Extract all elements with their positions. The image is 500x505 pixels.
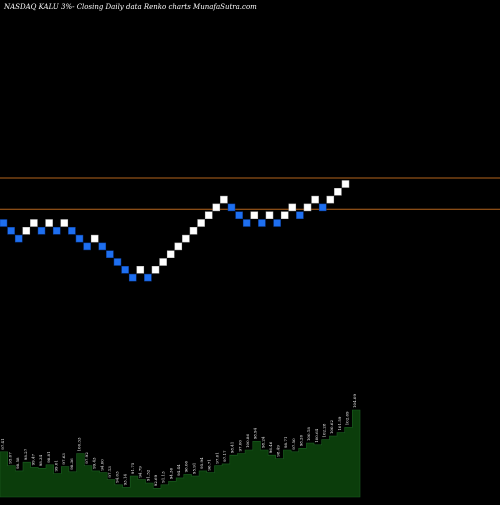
volume-label: 94.79 (138, 466, 143, 478)
volume-area (0, 409, 361, 498)
down-brick (128, 273, 137, 282)
down-brick (75, 234, 84, 243)
up-brick (189, 227, 198, 235)
volume-label: 98.20 (299, 434, 304, 446)
down-brick (242, 219, 251, 227)
volume-label: 100.18 (306, 427, 311, 441)
volume-label: 97.63 (61, 453, 66, 465)
volume-label: 97.61 (214, 452, 219, 463)
volume-label: 95.07 (8, 452, 13, 464)
down-brick (258, 219, 266, 227)
up-brick (220, 195, 228, 204)
volume-label: 99.01 (53, 460, 58, 471)
down-brick (37, 227, 46, 235)
volume-label: 94.36 (168, 467, 173, 479)
down-brick (7, 227, 15, 235)
volume-label: 98.41 (230, 442, 235, 453)
up-brick (174, 242, 183, 251)
volume-label: 101.59 (337, 416, 342, 430)
volume-label: 92.69 (153, 474, 158, 486)
up-brick (136, 266, 145, 274)
volume-label: 94.03 (115, 471, 120, 483)
volume-label: 97.92 (84, 452, 89, 464)
volume-label: 104.09 (352, 394, 357, 408)
volume-label: 97.17 (222, 450, 227, 462)
down-brick (273, 219, 281, 227)
volume-label: 95.91 (191, 463, 196, 474)
down-brick (318, 203, 327, 212)
up-brick (90, 234, 99, 243)
up-brick (159, 258, 167, 266)
volume-label: 102.69 (345, 411, 350, 425)
volume-label: 100.62 (329, 420, 334, 434)
up-brick (22, 227, 31, 235)
up-brick (45, 219, 53, 227)
up-brick (326, 195, 335, 204)
volume-label: 98.27 (23, 448, 28, 460)
up-brick (212, 203, 221, 212)
down-brick (113, 258, 122, 266)
volume-label: 100.33 (76, 437, 81, 451)
up-brick (341, 180, 350, 188)
up-brick (250, 211, 259, 219)
volume-label: 97.41 (0, 438, 5, 449)
volume-label: 91.13 (161, 471, 166, 483)
volume-label: 99.43 (92, 457, 97, 469)
down-brick (14, 234, 23, 243)
up-brick (30, 219, 38, 227)
volume-label: 91.75 (130, 462, 135, 474)
volume-label: 98.81 (46, 451, 51, 462)
volume-label: 96.46 (268, 441, 273, 453)
volume-label: 98.58 (15, 457, 20, 469)
volume-label: 100.64 (314, 428, 319, 442)
volume-label: 96.71 (207, 459, 212, 470)
down-brick (0, 219, 8, 227)
up-brick (182, 234, 190, 243)
volume-label: 98.71 (283, 437, 288, 448)
volume-label: 100.86 (245, 434, 250, 448)
volume-label: 98.24 (260, 436, 265, 448)
volume-label: 97.00 (237, 440, 242, 452)
volume-label: 99.47 (31, 453, 36, 465)
down-brick (144, 273, 152, 282)
down-brick (296, 211, 304, 219)
volume-label: 93.14 (122, 473, 127, 485)
volume-label: 102.28 (322, 423, 327, 437)
down-brick (235, 211, 243, 219)
up-brick (311, 195, 319, 204)
volume-label: 97.13 (107, 466, 112, 478)
volume-label: 98.34 (38, 454, 43, 466)
volume-label: 95.94 (199, 457, 204, 469)
down-brick (83, 242, 91, 251)
chart-title: NASDAQ KALU 3%- Closing Daily data Renko… (4, 3, 257, 11)
down-brick (98, 242, 107, 251)
up-brick (197, 219, 205, 227)
up-brick (204, 211, 213, 219)
up-brick (166, 250, 175, 258)
down-brick (52, 227, 61, 235)
up-brick (280, 211, 289, 219)
volume-label: 98.36 (69, 458, 74, 470)
up-brick (265, 211, 274, 219)
up-brick (60, 219, 69, 227)
up-brick (334, 188, 342, 196)
volume-label: 98.94 (253, 427, 258, 439)
up-brick (151, 266, 160, 274)
down-brick (68, 227, 76, 235)
down-brick (121, 266, 129, 274)
up-brick (288, 203, 297, 212)
up-brick (303, 203, 312, 212)
volume-label: 94.44 (176, 464, 181, 476)
volume-label: 94.00 (99, 459, 104, 471)
volume-label: 96.06 (184, 460, 189, 472)
volume-label: 97.50 (291, 438, 296, 450)
volume-label: 91.52 (145, 469, 150, 481)
down-brick (227, 203, 236, 212)
volume-label: 98.49 (276, 445, 281, 457)
down-brick (106, 250, 114, 258)
